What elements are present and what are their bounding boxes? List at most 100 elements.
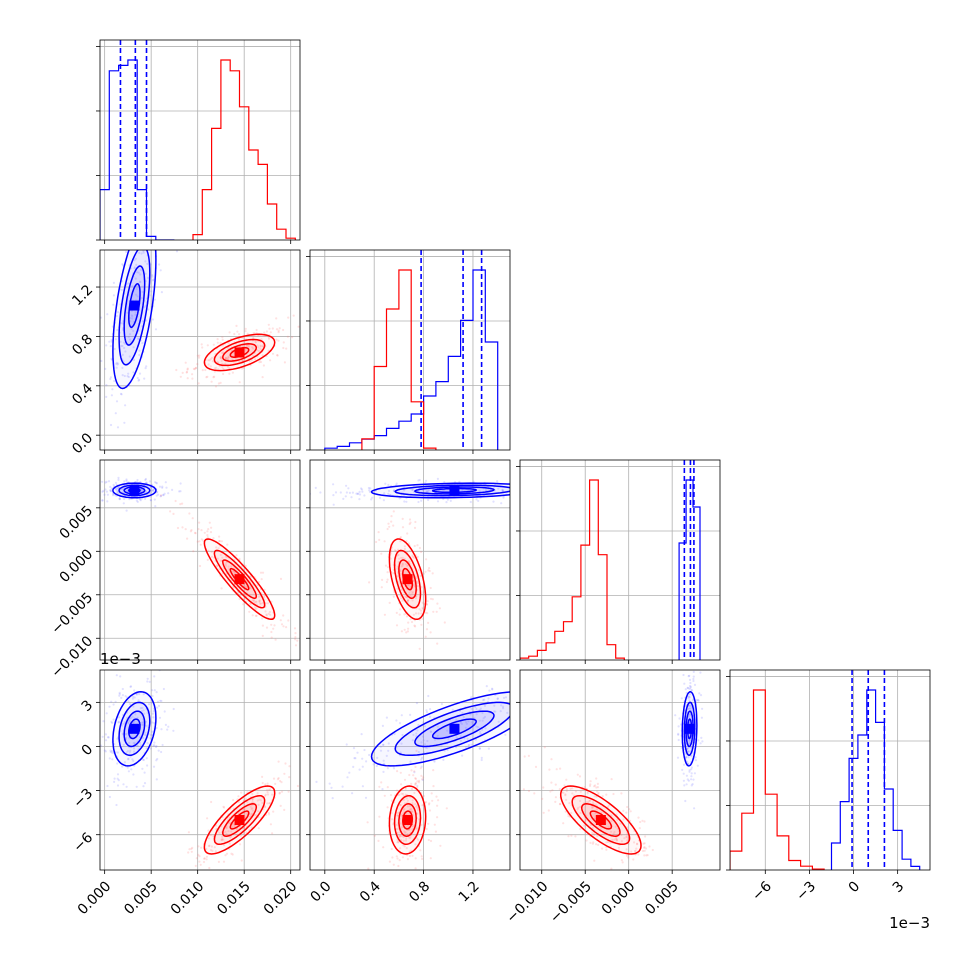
scatter-point	[554, 783, 557, 786]
scatter-point	[294, 644, 298, 647]
scatter-point	[429, 730, 432, 733]
scatter-point	[109, 749, 112, 752]
scatter-point	[143, 771, 146, 774]
scatter-point	[282, 614, 285, 617]
scatter-point	[280, 790, 284, 793]
scatter-point	[127, 722, 130, 725]
scatter-point	[416, 828, 419, 831]
scatter-point	[138, 353, 141, 357]
scatter-point	[258, 350, 261, 353]
scatter-point	[690, 706, 693, 709]
scatter-point	[263, 588, 266, 591]
scatter-point	[687, 750, 690, 753]
scatter-point	[145, 490, 148, 493]
scatter-point	[607, 840, 610, 844]
scatter-point	[115, 314, 118, 318]
scatter-point	[255, 328, 258, 332]
scatter-point	[97, 486, 99, 488]
scatter-point	[398, 557, 401, 560]
scatter-point	[149, 486, 153, 489]
scatter-point	[104, 488, 107, 491]
y-tick-label: −0.010	[48, 633, 96, 681]
scatter-point	[409, 808, 412, 811]
scatter-point	[692, 679, 695, 683]
scatter-point	[643, 849, 646, 852]
scatter-point	[232, 586, 235, 589]
scatter-point	[245, 831, 248, 834]
scatter-point	[431, 572, 434, 575]
scatter-point	[689, 713, 692, 716]
scatter-point	[512, 483, 514, 485]
scatter-point	[106, 500, 109, 503]
scatter-point	[427, 498, 430, 502]
scatter-point	[151, 274, 154, 277]
scatter-point	[567, 700, 569, 702]
scatter-point	[116, 486, 120, 490]
scatter-point	[280, 623, 284, 626]
scatter-point	[233, 567, 236, 570]
scatter-point	[110, 563, 112, 565]
scatter-point	[250, 826, 253, 829]
scatter-point	[95, 426, 97, 428]
scatter-point	[409, 594, 412, 597]
scatter-point	[111, 721, 114, 725]
scatter-point	[627, 856, 630, 859]
scatter-point	[202, 860, 206, 864]
scatter-point	[266, 802, 269, 805]
scatter-point	[115, 803, 118, 807]
scatter-point	[226, 365, 229, 368]
scatter-point	[689, 681, 692, 685]
scatter-point	[578, 775, 582, 778]
scatter-point	[628, 808, 631, 811]
scatter-point	[417, 838, 420, 841]
scatter-point	[688, 713, 692, 716]
scatter-point	[383, 794, 386, 797]
scatter-point	[121, 694, 124, 697]
scatter-point	[272, 810, 275, 813]
scatter-point	[480, 756, 483, 760]
scatter-point	[688, 769, 691, 772]
scatter-point	[401, 526, 405, 529]
x-tick-label: 0.020	[261, 878, 301, 918]
scatter-point	[591, 801, 595, 804]
scatter-point	[479, 732, 482, 735]
scatter-point	[103, 493, 106, 496]
contour-series-b	[589, 810, 613, 830]
scatter-point	[261, 775, 264, 779]
scatter-point	[139, 744, 142, 747]
scatter-point	[117, 478, 120, 481]
scatter-point	[128, 333, 132, 336]
scatter-point	[163, 710, 166, 713]
scatter-point	[502, 696, 506, 700]
histogram-series-b	[730, 689, 825, 870]
scatter-point	[113, 379, 116, 383]
scatter-point	[431, 598, 434, 601]
scatter-point	[132, 695, 135, 698]
scatter-point	[141, 721, 144, 724]
scatter-point	[144, 367, 147, 370]
scatter-point	[422, 776, 425, 779]
scatter-point	[209, 358, 212, 361]
scatter-point	[220, 357, 223, 360]
scatter-point	[114, 338, 117, 341]
scatter-point	[143, 306, 146, 309]
scatter-point	[111, 758, 114, 761]
scatter-point	[210, 800, 213, 804]
scatter-point	[153, 675, 156, 678]
scatter-point	[278, 327, 281, 330]
scatter-point	[191, 846, 194, 850]
scatter-point	[558, 803, 562, 806]
scatter-point	[699, 663, 701, 665]
scatter-point	[396, 814, 399, 817]
scatter-point	[399, 540, 402, 543]
scatter-point	[117, 779, 120, 782]
histogram-series-b	[192, 59, 296, 240]
scatter-point	[393, 549, 397, 552]
scatter-point	[195, 857, 198, 860]
scatter-point	[363, 748, 366, 752]
scatter-point	[541, 797, 544, 801]
scatter-point	[139, 707, 142, 710]
scatter-point	[696, 764, 699, 767]
scatter-point	[222, 860, 226, 863]
scatter-point	[565, 788, 568, 791]
